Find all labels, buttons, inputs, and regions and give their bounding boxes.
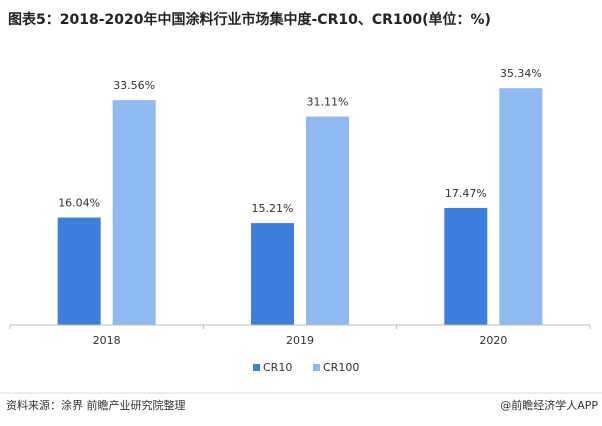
bar xyxy=(444,207,488,325)
value-label: 17.47% xyxy=(445,187,487,200)
bar xyxy=(499,88,543,325)
x-tick-label: 2020 xyxy=(479,334,507,347)
bar xyxy=(306,116,349,325)
legend-swatch xyxy=(253,364,260,371)
legend-swatch xyxy=(313,364,320,371)
legend-label: CR100 xyxy=(323,361,359,374)
value-label: 15.21% xyxy=(252,202,294,215)
x-tick-label: 2018 xyxy=(93,334,121,347)
value-label: 35.34% xyxy=(500,67,542,80)
bar xyxy=(112,100,156,325)
value-label: 31.11% xyxy=(307,96,349,109)
legend-label: CR10 xyxy=(263,361,292,374)
source: 资料来源：涂界 前瞻产业研究院整理 xyxy=(6,398,186,412)
credit: @前瞻经济学人APP xyxy=(500,398,598,412)
x-tick-label: 2019 xyxy=(286,334,314,347)
value-label: 16.04% xyxy=(58,197,100,210)
bar xyxy=(251,223,294,325)
bar xyxy=(57,217,101,325)
chart-title: 图表5：2018-2020年中国涂料行业市场集中度-CR10、CR100(单位：… xyxy=(8,11,491,28)
value-label: 33.56% xyxy=(113,79,155,92)
